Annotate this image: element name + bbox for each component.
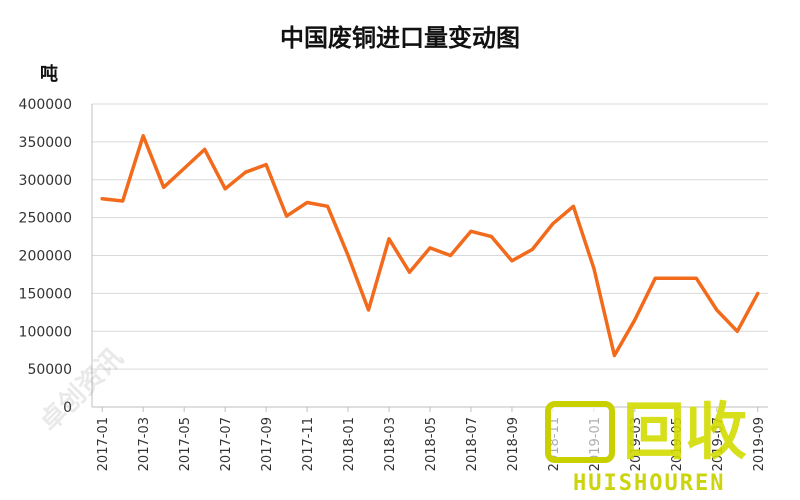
- x-tick-label: 2017-09: [260, 417, 275, 471]
- x-tick-label: 2018-01: [342, 417, 357, 471]
- y-tick-label: 0: [63, 400, 72, 416]
- x-tick-label: 2018-07: [465, 417, 480, 471]
- y-tick-label: 50000: [27, 362, 72, 378]
- x-tick-label: 2018-11: [547, 417, 562, 471]
- y-tick-label: 100000: [19, 324, 72, 340]
- chart-title: 中国废铜进口量变动图: [280, 24, 520, 52]
- x-tick-label: 2017-11: [301, 417, 316, 471]
- x-tick-label: 2019-05: [670, 417, 685, 471]
- y-tick-labels: 0 50000 100000 150000 200000 250000 300000 3500…: [19, 97, 72, 416]
- x-tick-label: 2018-03: [383, 417, 398, 471]
- y-tick-label: 300000: [19, 173, 72, 189]
- x-tick-label: 2019-09: [752, 417, 767, 471]
- x-tick-label: 2018-05: [424, 417, 439, 471]
- y-tick-label: 150000: [19, 286, 72, 302]
- gridlines: [91, 103, 768, 408]
- y-axis-unit-label: 吨: [40, 64, 58, 85]
- x-tick-label: 2017-01: [96, 417, 111, 471]
- x-tick-label: 2019-07: [711, 417, 726, 471]
- x-tick-label: 2019-03: [629, 417, 644, 471]
- x-tick-label: 2019-01: [588, 417, 603, 471]
- y-tick-label: 350000: [19, 135, 72, 151]
- series-line: [100, 134, 760, 358]
- y-tick-label: 400000: [19, 97, 72, 113]
- x-tick-label: 2018-09: [506, 417, 521, 471]
- y-tick-label: 250000: [19, 211, 72, 227]
- x-tick-label: 2017-03: [137, 417, 152, 471]
- y-tick-label: 200000: [19, 249, 72, 265]
- x-tick-labels: 2017-01 2017-03 2017-05 2017-07 2017-09 2017-…: [96, 407, 767, 471]
- x-tick-label: 2017-05: [178, 417, 193, 471]
- x-tick-label: 2017-07: [219, 417, 234, 471]
